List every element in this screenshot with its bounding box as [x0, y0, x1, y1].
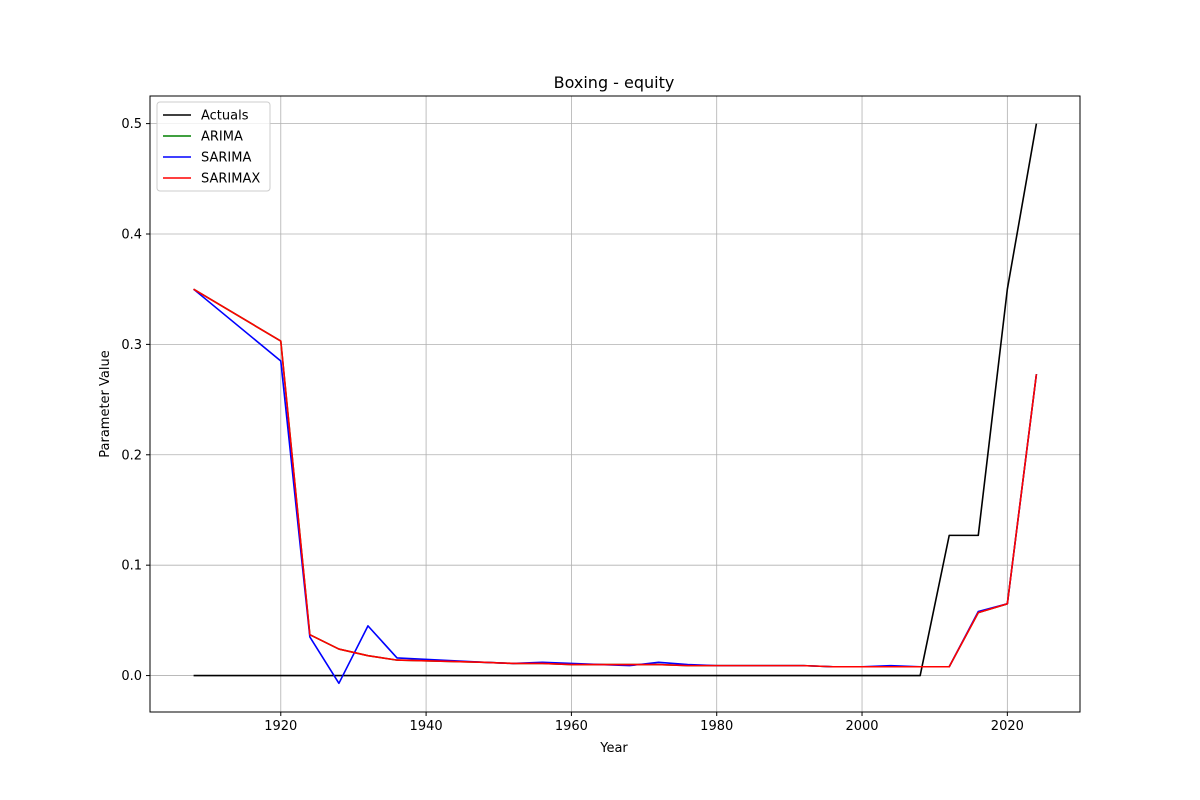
x-tick-label: 1960: [555, 719, 588, 734]
chart-title: Boxing - equity: [554, 73, 675, 92]
y-tick-label: 0.2: [121, 448, 142, 463]
x-tick-label: 2000: [845, 719, 878, 734]
legend-label-arima: ARIMA: [201, 130, 243, 145]
x-tick-label: 1920: [264, 719, 297, 734]
x-tick-label: 2020: [991, 719, 1024, 734]
y-tick-label: 0.5: [121, 117, 142, 132]
y-tick-label: 0.0: [121, 669, 142, 684]
legend-box: [156, 101, 271, 192]
x-tick-label: 1980: [700, 719, 733, 734]
legend-label-sarimax: SARIMAX: [201, 172, 260, 187]
grid: [150, 96, 1080, 712]
series-line-sarimax: [193, 288, 1038, 668]
y-axis-label: Parameter Value: [98, 350, 113, 457]
series-line-actuals: [193, 123, 1038, 677]
legend: Actuals ARIMA SARIMA SARIMAX: [156, 101, 271, 192]
y-tick-label: 0.4: [121, 227, 142, 242]
series-lines: [193, 123, 1038, 685]
legend-label-actuals: Actuals: [201, 109, 249, 124]
y-tick-label: 0.3: [121, 338, 142, 353]
legend-label-sarima: SARIMA: [201, 151, 251, 166]
x-axis-label: Year: [599, 741, 628, 756]
y-tick-label: 0.1: [121, 559, 142, 574]
x-tick-label: 1940: [410, 719, 443, 734]
axis-ticks: 1920 1940 1960 1980 2000 2020 0.0 0.1 0.2 0.3 0.4 0…: [121, 117, 1024, 734]
plot-frame: [149, 95, 1081, 713]
